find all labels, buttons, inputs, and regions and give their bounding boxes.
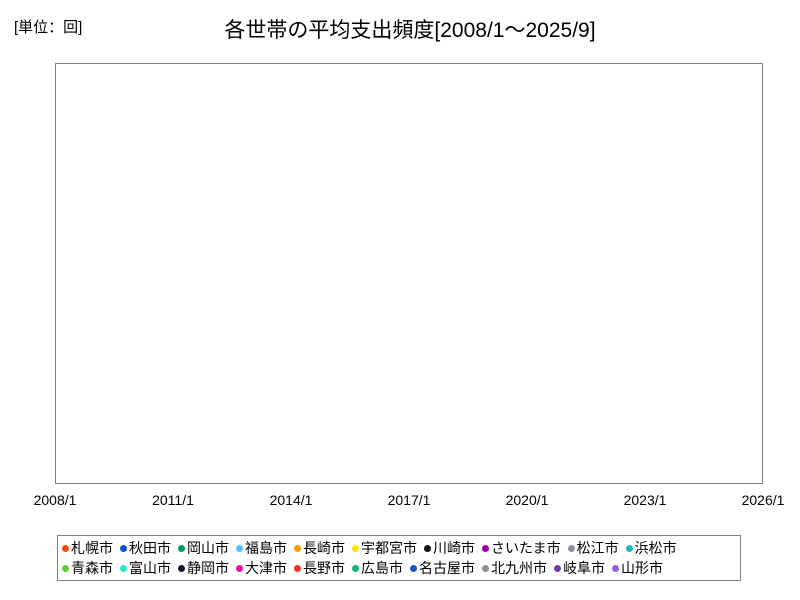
legend-item-川崎市[interactable]: 川崎市 (424, 541, 475, 555)
legend-marker-icon (294, 564, 301, 572)
legend-label: 浜松市 (634, 540, 677, 556)
legend-item-秋田市[interactable]: 秋田市 (120, 541, 171, 555)
legend-item-長崎市[interactable]: 長崎市 (294, 541, 345, 555)
legend-marker-icon (352, 564, 359, 572)
legend-marker-icon (120, 564, 127, 572)
legend-item-宇都宮市[interactable]: 宇都宮市 (352, 541, 417, 555)
legend-marker-icon (482, 564, 489, 572)
legend-marker-icon (62, 564, 69, 572)
legend-item-富山市[interactable]: 富山市 (120, 561, 171, 575)
legend-label: 山形市 (621, 560, 663, 576)
legend-marker-icon (554, 564, 561, 572)
legend-marker-icon (120, 544, 127, 552)
legend-label: 長野市 (303, 560, 345, 576)
x-tick-label: 2011/1 (152, 492, 194, 508)
legend-label: 北九州市 (491, 560, 547, 576)
legend-label: 長崎市 (303, 540, 345, 556)
legend-item-長野市[interactable]: 長野市 (294, 561, 345, 575)
legend-label: 青森市 (71, 560, 113, 576)
legend-item-松江市[interactable]: 松江市 (567, 540, 619, 556)
plot-area (55, 63, 763, 484)
legend-marker-icon (424, 544, 431, 552)
legend-label: 松江市 (576, 540, 619, 556)
legend-marker-icon (625, 544, 633, 552)
legend-label: 名古屋市 (419, 560, 475, 576)
legend-label: 福島市 (245, 540, 287, 556)
legend-marker-icon (178, 544, 185, 552)
legend-label: 大津市 (245, 560, 287, 576)
legend-label: 宇都宮市 (361, 540, 417, 556)
legend-marker-icon (236, 544, 243, 552)
legend-item-北九州市[interactable]: 北九州市 (482, 561, 547, 575)
legend-label: 広島市 (361, 560, 403, 576)
legend-marker-icon (410, 564, 417, 572)
legend-marker-icon (178, 564, 185, 572)
legend-item-山形市[interactable]: 山形市 (612, 561, 663, 575)
plot-frame (55, 63, 763, 484)
legend-marker-icon (352, 544, 359, 552)
legend-label: 岐阜市 (563, 560, 605, 576)
legend-item-さいたま市[interactable]: さいたま市 (482, 541, 561, 555)
legend-label: 札幌市 (71, 540, 113, 556)
legend-label: 川崎市 (433, 540, 475, 556)
legend-item-岐阜市[interactable]: 岐阜市 (554, 561, 605, 575)
legend-item-名古屋市[interactable]: 名古屋市 (410, 561, 475, 575)
legend-label: さいたま市 (491, 540, 561, 556)
x-tick-label: 2017/1 (387, 492, 431, 508)
unit-label: [単位：回] (14, 19, 83, 36)
legend-marker-icon (294, 544, 301, 552)
legend-marker-icon (612, 564, 619, 572)
legend-item-岡山市[interactable]: 岡山市 (178, 541, 229, 555)
legend-row: 札幌市 秋田市 岡山市 福島市 長崎市 宇都宮市 川崎市 さいたま市 松江市 浜松市 (62, 538, 736, 558)
x-tick-label: 2026/1 (741, 492, 785, 508)
page-title: 各世帯の平均支出頻度[2008/1～2025/9] (224, 19, 596, 42)
x-tick-label: 2014/1 (269, 492, 313, 508)
legend-label: 岡山市 (187, 540, 229, 556)
legend-item-福島市[interactable]: 福島市 (236, 541, 287, 555)
legend-marker-icon (482, 544, 489, 552)
legend-label: 静岡市 (187, 560, 229, 576)
x-tick-label: 2020/1 (505, 492, 549, 508)
legend-label: 秋田市 (129, 540, 171, 556)
legend-marker-icon (567, 544, 575, 552)
legend-row: 青森市 富山市 静岡市 大津市 長野市 広島市 名古屋市 北九州市 岐阜市 山形市 (62, 558, 736, 578)
legend-item-浜松市[interactable]: 浜松市 (625, 540, 677, 556)
x-tick-label: 2023/1 (623, 492, 667, 508)
legend-marker-icon (236, 564, 243, 572)
legend-marker-icon (62, 544, 69, 552)
x-tick-label: 2008/1 (33, 492, 77, 508)
legend: 札幌市 秋田市 岡山市 福島市 長崎市 宇都宮市 川崎市 さいたま市 松江市 浜松市 青森市 富山市静… (57, 535, 741, 581)
legend-item-静岡市[interactable]: 静岡市 (178, 561, 229, 575)
legend-label: 富山市 (129, 560, 171, 576)
legend-item-大津市[interactable]: 大津市 (236, 561, 287, 575)
legend-item-札幌市[interactable]: 札幌市 (62, 541, 113, 555)
legend-item-広島市[interactable]: 広島市 (352, 561, 403, 575)
legend-item-青森市[interactable]: 青森市 (62, 561, 113, 575)
